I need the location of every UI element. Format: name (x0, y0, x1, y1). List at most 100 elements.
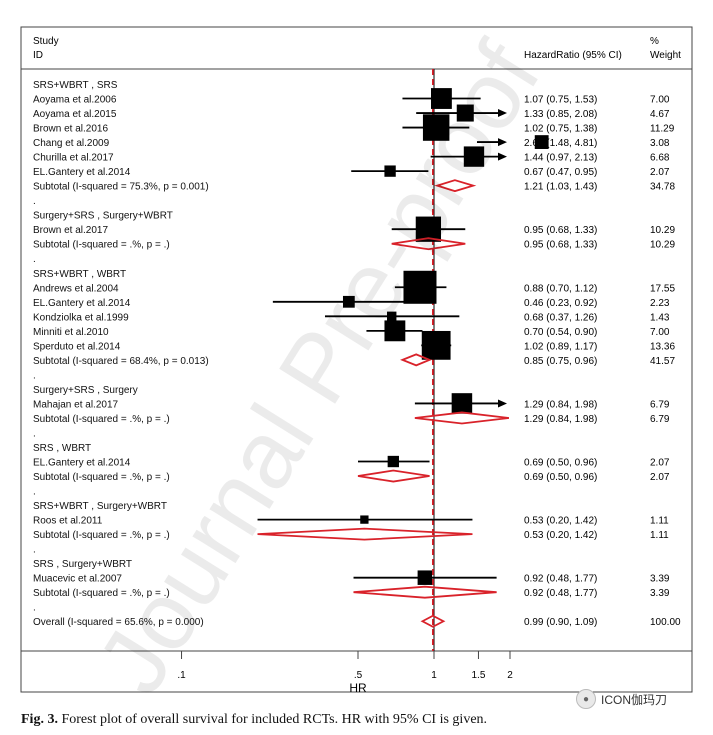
hr-ci-value: 0.53 (0.20, 1.42) (524, 516, 597, 527)
group-label: SRS , WBRT (33, 443, 91, 454)
ci-arrow (498, 138, 507, 147)
hr-ci-value: 1.02 (0.89, 1.17) (524, 341, 597, 352)
spacer-dot: . (33, 603, 36, 614)
plot-frame (20, 26, 693, 693)
weight-value: 34.78 (650, 182, 675, 193)
study-label: Mahajan et al.2017 (33, 399, 119, 410)
effect-square (451, 393, 473, 414)
caption-label: Fig. 3. (21, 712, 58, 727)
study-label: Brown et al.2017 (33, 225, 108, 236)
effect-square (387, 455, 399, 468)
hr-ci-value: 0.69 (0.50, 0.96) (524, 458, 597, 469)
spacer-dot: . (33, 487, 36, 498)
ci-arrow (498, 109, 507, 118)
weight-value: 4.67 (650, 109, 670, 120)
weight-value: 6.68 (650, 153, 670, 164)
weight-value: 7.00 (650, 327, 670, 338)
weight-value: 100.00 (650, 617, 681, 628)
ci-arrow (498, 152, 507, 161)
effect-square (342, 295, 355, 308)
subtotal-label: Subtotal (I-squared = .%, p = .) (33, 472, 170, 483)
group-label: Surgery+SRS , Surgery (33, 385, 138, 396)
hr-ci-value: 0.92 (0.48, 1.77) (524, 588, 597, 599)
hr-ci-value: 1.21 (1.03, 1.43) (524, 182, 597, 193)
x-tick-label: .5 (354, 670, 363, 681)
x-tick-label: 1 (431, 670, 437, 681)
pooled-diamond (434, 179, 477, 193)
pooled-diamond (420, 614, 446, 628)
spacer-dot: . (33, 370, 36, 381)
effect-square (417, 570, 433, 585)
study-label: Churilla et al.2017 (33, 153, 114, 164)
hr-ci-value: 1.29 (0.84, 1.98) (524, 399, 597, 410)
study-label: Chang et al.2009 (33, 138, 110, 149)
hr-ci-value: 0.46 (0.23, 0.92) (524, 298, 597, 309)
hr-ci-value: 0.95 (0.68, 1.33) (524, 240, 597, 251)
subtotal-label: Subtotal (I-squared = .%, p = .) (33, 240, 170, 251)
study-label: EL.Gantery et al.2014 (33, 458, 131, 469)
ci-arrow (498, 399, 507, 408)
group-label: SRS+WBRT , Surgery+WBRT (33, 501, 167, 512)
hr-ci-value: 1.02 (0.75, 1.38) (524, 124, 597, 135)
hr-ci-value: 0.53 (0.20, 1.42) (524, 530, 597, 541)
effect-square (421, 330, 451, 360)
study-label: Brown et al.2016 (33, 124, 108, 135)
pooled-diamond (414, 411, 510, 425)
hr-ci-value: 0.88 (0.70, 1.12) (524, 283, 597, 294)
weight-value: 1.11 (650, 516, 669, 527)
weight-value: 6.79 (650, 399, 670, 410)
badge-text: ICON伽玛刀 (601, 692, 668, 707)
weight-value: 10.29 (650, 225, 675, 236)
subtotal-label: Subtotal (I-squared = .%, p = .) (33, 530, 170, 541)
group-label: SRS+WBRT , WBRT (33, 269, 126, 280)
effect-square (463, 146, 485, 167)
effect-square (422, 114, 450, 141)
subtotal-label: Subtotal (I-squared = 75.3%, p = 0.001) (33, 182, 209, 193)
hr-ci-value: 0.92 (0.48, 1.77) (524, 574, 597, 585)
header-pct: % (650, 36, 659, 47)
x-tick-label: 1.5 (472, 670, 486, 681)
study-label: EL.Gantery et al.2014 (33, 298, 131, 309)
effect-square (403, 270, 437, 304)
study-label: Sperduto et al.2014 (33, 341, 121, 352)
study-label: Aoyama et al.2006 (33, 95, 117, 106)
header-id: ID (33, 50, 43, 61)
hr-ci-value: 1.07 (0.75, 1.53) (524, 95, 597, 106)
weight-value: 2.07 (650, 458, 670, 469)
pooled-diamond (391, 237, 466, 251)
x-tick-label: 2 (507, 670, 513, 681)
weight-value: 1.11 (650, 530, 669, 541)
hr-ci-value: 0.99 (0.90, 1.09) (524, 617, 597, 628)
study-label: Muacevic et al.2007 (33, 574, 122, 585)
header-weight: Weight (650, 50, 681, 61)
weight-value: 10.29 (650, 240, 675, 251)
overall-label: Overall (I-squared = 65.6%, p = 0.000) (33, 617, 204, 628)
hr-ci-value: 0.85 (0.75, 0.96) (524, 356, 597, 367)
hr-ci-value: 0.69 (0.50, 0.96) (524, 472, 597, 483)
spacer-dot: . (33, 196, 36, 207)
weight-value: 2.23 (650, 298, 670, 309)
weight-value: 17.55 (650, 283, 675, 294)
hr-ci-value: 1.33 (0.85, 2.08) (524, 109, 597, 120)
hr-ci-value: 0.70 (0.54, 0.90) (524, 327, 597, 338)
figure-caption: Fig. 3. Forest plot of overall survival … (21, 712, 621, 728)
study-label: Roos et al.2011 (33, 516, 103, 527)
effect-square (430, 88, 452, 109)
weight-value: 6.79 (650, 414, 670, 425)
hr-ci-value: 0.67 (0.47, 0.95) (524, 167, 597, 178)
spacer-dot: . (33, 428, 36, 439)
weight-value: 13.36 (650, 341, 675, 352)
weight-value: 2.07 (650, 167, 670, 178)
hr-ci-value: 0.68 (0.37, 1.26) (524, 312, 597, 323)
weight-value: 1.43 (650, 312, 670, 323)
subtotal-label: Subtotal (I-squared = 68.4%, p = 0.013) (33, 356, 209, 367)
hr-ci-value: 1.29 (0.84, 1.98) (524, 414, 597, 425)
pooled-diamond (357, 469, 430, 483)
wechat-icon: ● (576, 689, 596, 709)
forest-plot: Study ID HazardRatio (95% CI)% Weight .1.5 1 1… (20, 26, 693, 695)
study-label: EL.Gantery et al.2014 (33, 167, 131, 178)
weight-value: 3.08 (650, 138, 670, 149)
hr-ci-value: 1.44 (0.97, 2.13) (524, 153, 597, 164)
pooled-diamond (257, 527, 473, 541)
